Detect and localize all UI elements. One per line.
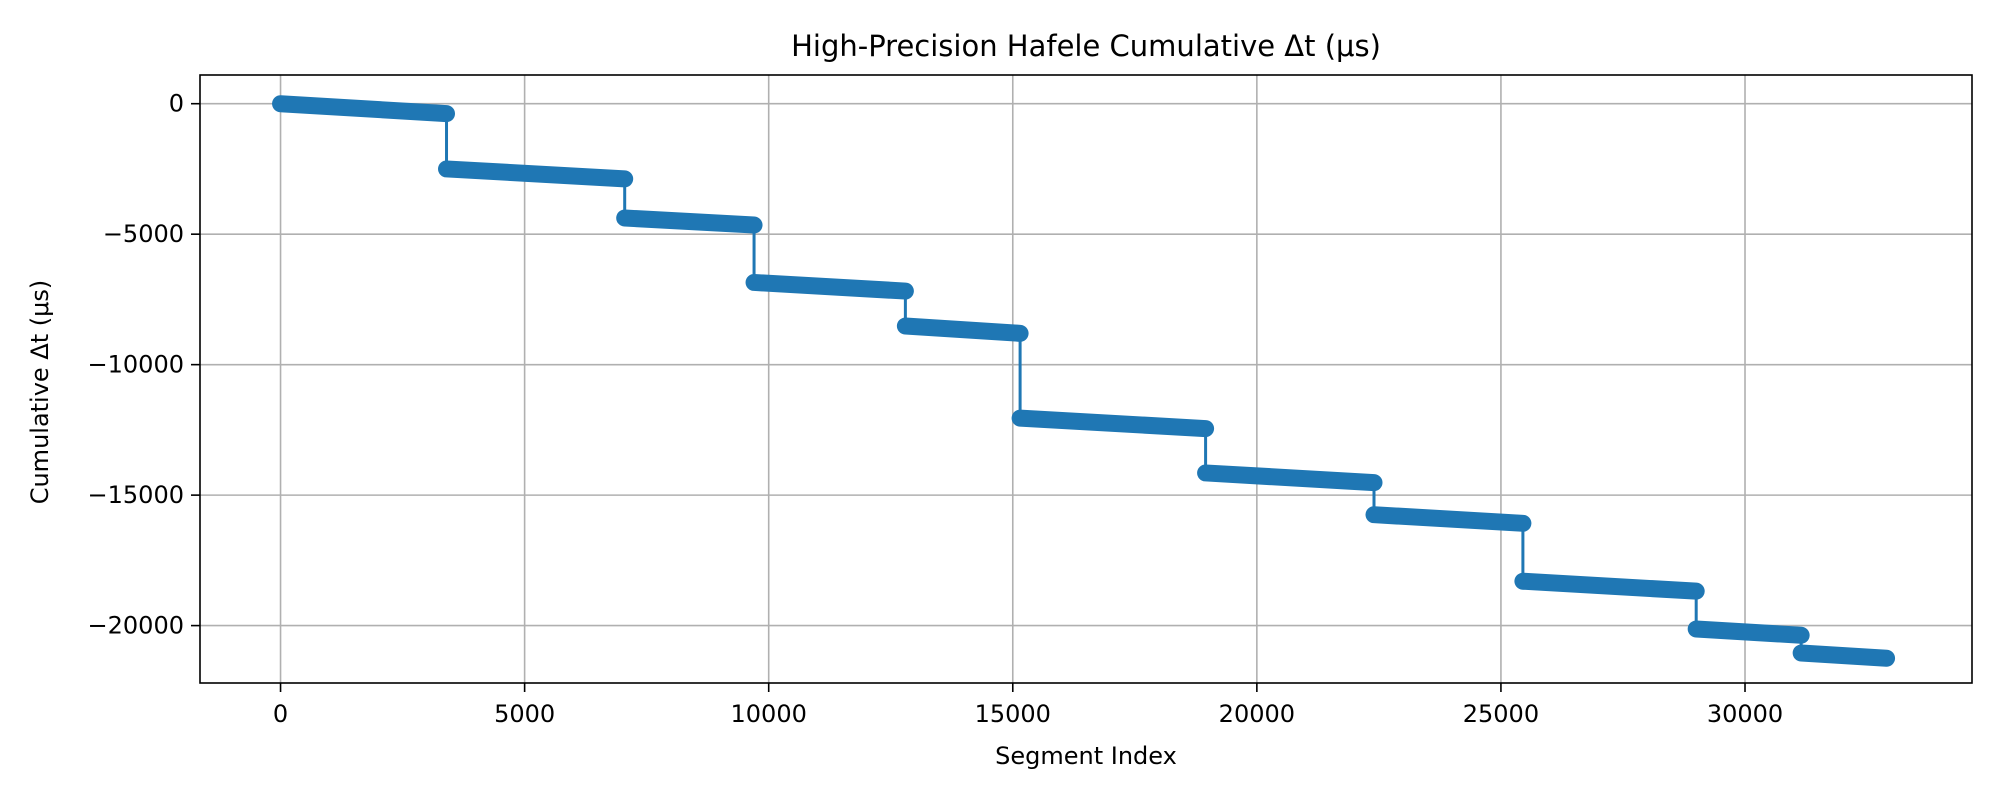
- series-segment-markers: [1365, 506, 1532, 532]
- series-segment-markers: [1792, 644, 1896, 667]
- series-segment-markers: [1011, 409, 1215, 438]
- series-segment-markers: [745, 273, 914, 300]
- grid-layer: [200, 75, 1972, 683]
- y-tick-label: −5000: [103, 220, 184, 248]
- y-tick-label: −20000: [88, 612, 184, 640]
- data-layer: [272, 95, 1896, 667]
- y-tick-label: −15000: [88, 481, 184, 509]
- x-tick-label: 0: [273, 700, 288, 728]
- y-tick-label: 0: [169, 90, 184, 118]
- x-axis-ticks: 0 5000 10000 15000 20000 25000 30000: [273, 683, 1783, 728]
- series-segment-markers: [896, 317, 1029, 342]
- x-tick-label: 20000: [1219, 700, 1295, 728]
- series-segment-markers: [438, 160, 634, 188]
- x-tick-label: 30000: [1707, 700, 1783, 728]
- series-segment-markers: [1514, 572, 1705, 600]
- y-tick-label: −10000: [88, 351, 184, 379]
- x-tick-label: 5000: [494, 700, 555, 728]
- plot-frame: [199, 74, 1973, 684]
- x-tick-label: 15000: [975, 700, 1051, 728]
- series-segment-markers: [616, 209, 763, 234]
- y-axis-title: Cumulative Δt (μs): [26, 280, 54, 505]
- series-segment-markers: [1197, 464, 1383, 492]
- y-axis-ticks: 0 −5000 −10000 −15000 −20000: [88, 90, 200, 640]
- series-segment-markers: [272, 95, 456, 123]
- x-tick-label: 10000: [731, 700, 807, 728]
- x-tick-label: 25000: [1463, 700, 1539, 728]
- chart-title: High-Precision Hafele Cumulative Δt (μs): [791, 29, 1381, 63]
- series-segment-markers: [1687, 620, 1810, 644]
- x-axis-title: Segment Index: [995, 742, 1177, 770]
